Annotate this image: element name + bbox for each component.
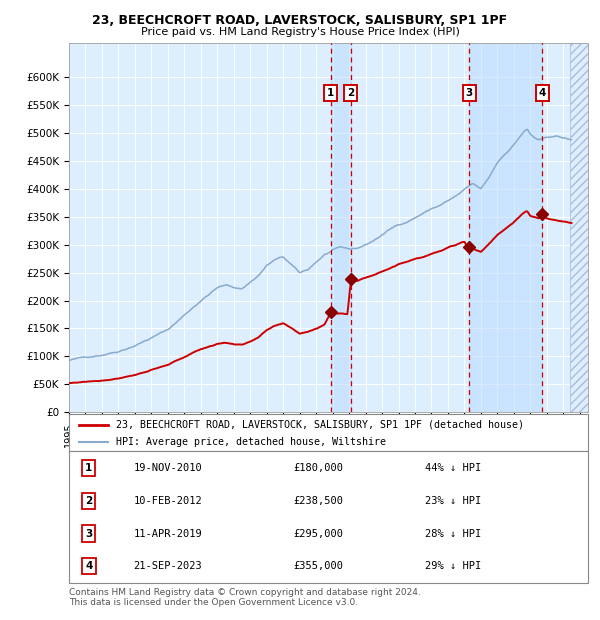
- Text: 28% ↓ HPI: 28% ↓ HPI: [425, 528, 481, 539]
- Text: 23, BEECHCROFT ROAD, LAVERSTOCK, SALISBURY, SP1 1PF (detached house): 23, BEECHCROFT ROAD, LAVERSTOCK, SALISBU…: [116, 420, 524, 430]
- Text: 23, BEECHCROFT ROAD, LAVERSTOCK, SALISBURY, SP1 1PF: 23, BEECHCROFT ROAD, LAVERSTOCK, SALISBU…: [92, 14, 508, 27]
- Text: 4: 4: [85, 561, 92, 572]
- Text: 2: 2: [85, 495, 92, 506]
- Text: 10-FEB-2012: 10-FEB-2012: [133, 495, 202, 506]
- Text: 3: 3: [85, 528, 92, 539]
- Text: 21-SEP-2023: 21-SEP-2023: [133, 561, 202, 572]
- Text: £295,000: £295,000: [293, 528, 343, 539]
- Text: £238,500: £238,500: [293, 495, 343, 506]
- Text: 4: 4: [539, 88, 546, 98]
- FancyBboxPatch shape: [69, 414, 588, 451]
- Text: 19-NOV-2010: 19-NOV-2010: [133, 463, 202, 473]
- Text: 1: 1: [327, 88, 334, 98]
- Text: 1: 1: [85, 463, 92, 473]
- Text: HPI: Average price, detached house, Wiltshire: HPI: Average price, detached house, Wilt…: [116, 437, 386, 447]
- Text: 44% ↓ HPI: 44% ↓ HPI: [425, 463, 481, 473]
- Text: 23% ↓ HPI: 23% ↓ HPI: [425, 495, 481, 506]
- FancyBboxPatch shape: [69, 451, 588, 583]
- Text: 29% ↓ HPI: 29% ↓ HPI: [425, 561, 481, 572]
- Text: Price paid vs. HM Land Registry's House Price Index (HPI): Price paid vs. HM Land Registry's House …: [140, 27, 460, 37]
- Bar: [469, 43, 542, 412]
- Text: 2: 2: [347, 88, 355, 98]
- Text: £180,000: £180,000: [293, 463, 343, 473]
- Polygon shape: [570, 43, 588, 412]
- Text: £355,000: £355,000: [293, 561, 343, 572]
- Bar: [331, 43, 351, 412]
- Text: 3: 3: [466, 88, 473, 98]
- Text: 11-APR-2019: 11-APR-2019: [133, 528, 202, 539]
- Text: Contains HM Land Registry data © Crown copyright and database right 2024.
This d: Contains HM Land Registry data © Crown c…: [69, 588, 421, 607]
